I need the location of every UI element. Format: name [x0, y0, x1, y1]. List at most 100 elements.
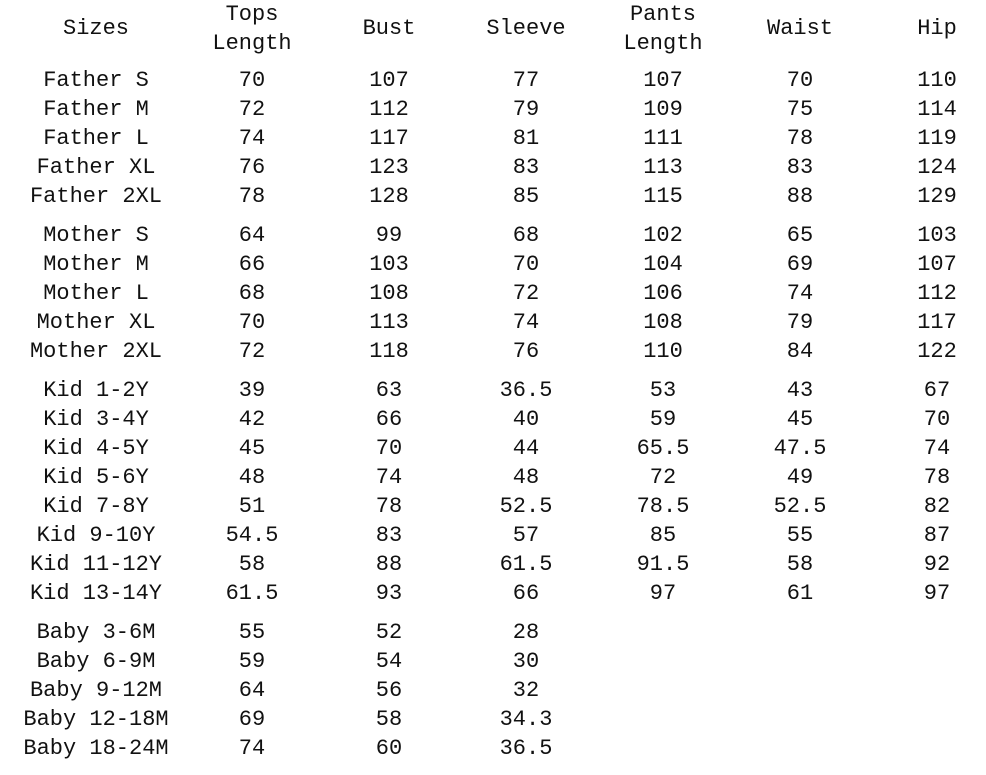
- cell-waist: 47.5: [773, 436, 827, 461]
- cell-waist: 61: [786, 581, 814, 606]
- cell-size: Kid 5-6Y: [43, 465, 149, 490]
- cell-tops-length: 64: [238, 223, 266, 248]
- header-line: Hip: [917, 16, 957, 41]
- cell-sleeve: 68: [512, 223, 540, 248]
- cell-waist: 83: [786, 155, 814, 180]
- cell-size: Kid 13-14Y: [29, 581, 163, 606]
- cell-waist: 78: [786, 126, 814, 151]
- cell-tops-length: 74: [238, 126, 266, 151]
- cell-hip: 110: [917, 68, 957, 93]
- cell-sleeve: 40: [512, 407, 540, 432]
- cell-tops-length: 64: [238, 678, 266, 703]
- cell-sleeve: 52.5: [499, 494, 553, 519]
- cell-hip: 74: [923, 436, 951, 461]
- cell-pants-length: 109: [643, 97, 683, 122]
- header-line: Length: [212, 31, 292, 56]
- cell-waist: 65: [786, 223, 814, 248]
- cell-waist: 70: [786, 68, 814, 93]
- cell-tops-length: 58: [238, 552, 266, 577]
- cell-pants-length: 78.5: [636, 494, 690, 519]
- cell-tops-length: 42: [238, 407, 266, 432]
- cell-pants-length: 102: [643, 223, 683, 248]
- cell-tops-length: 70: [238, 310, 266, 335]
- cell-hip: 97: [923, 581, 951, 606]
- cell-bust: 93: [375, 581, 403, 606]
- cell-size: Kid 9-10Y: [36, 523, 156, 548]
- cell-pants-length: 115: [643, 184, 683, 209]
- cell-pants-length: 113: [643, 155, 683, 180]
- cell-sleeve: 76: [512, 339, 540, 364]
- cell-size: Baby 3-6M: [36, 620, 156, 645]
- cell-pants-length: 110: [643, 339, 683, 364]
- cell-size: Father S: [43, 68, 149, 93]
- cell-sleeve: 48: [512, 465, 540, 490]
- cell-tops-length: 76: [238, 155, 266, 180]
- cell-pants-length: 85: [649, 523, 677, 548]
- cell-bust: 103: [369, 252, 409, 277]
- cell-bust: 58: [375, 707, 403, 732]
- cell-sleeve: 83: [512, 155, 540, 180]
- cell-size: Mother S: [43, 223, 149, 248]
- cell-sleeve: 34.3: [499, 707, 553, 732]
- cell-tops-length: 70: [238, 68, 266, 93]
- header-pants-length: Pants Length: [623, 0, 702, 58]
- cell-bust: 118: [369, 339, 409, 364]
- cell-size: Kid 4-5Y: [43, 436, 149, 461]
- cell-size: Father M: [43, 97, 149, 122]
- cell-bust: 128: [369, 184, 409, 209]
- cell-bust: 112: [369, 97, 409, 122]
- cell-bust: 56: [375, 678, 403, 703]
- cell-pants-length: 104: [643, 252, 683, 277]
- cell-hip: 67: [923, 378, 951, 403]
- cell-tops-length: 68: [238, 281, 266, 306]
- header-line: Tops: [225, 2, 279, 27]
- cell-pants-length: 91.5: [636, 552, 690, 577]
- cell-pants-length: 107: [643, 68, 683, 93]
- cell-hip: 92: [923, 552, 951, 577]
- cell-tops-length: 45: [238, 436, 266, 461]
- cell-tops-length: 72: [238, 339, 266, 364]
- cell-waist: 58: [786, 552, 814, 577]
- cell-bust: 63: [375, 378, 403, 403]
- cell-hip: 117: [917, 310, 957, 335]
- header-line: Sizes: [62, 16, 130, 41]
- cell-size: Kid 3-4Y: [43, 407, 149, 432]
- cell-size: Father 2XL: [29, 184, 163, 209]
- cell-pants-length: 65.5: [636, 436, 690, 461]
- cell-bust: 117: [369, 126, 409, 151]
- cell-hip: 122: [917, 339, 957, 364]
- cell-hip: 103: [917, 223, 957, 248]
- cell-hip: 112: [917, 281, 957, 306]
- cell-size: Baby 9-12M: [29, 678, 163, 703]
- cell-size: Father L: [43, 126, 149, 151]
- cell-tops-length: 39: [238, 378, 266, 403]
- cell-tops-length: 72: [238, 97, 266, 122]
- cell-sleeve: 72: [512, 281, 540, 306]
- cell-hip: 107: [917, 252, 957, 277]
- cell-sleeve: 44: [512, 436, 540, 461]
- cell-bust: 52: [375, 620, 403, 645]
- cell-bust: 113: [369, 310, 409, 335]
- cell-bust: 88: [375, 552, 403, 577]
- cell-sleeve: 28: [512, 620, 540, 645]
- cell-waist: 88: [786, 184, 814, 209]
- cell-sleeve: 81: [512, 126, 540, 151]
- cell-sleeve: 74: [512, 310, 540, 335]
- cell-sleeve: 70: [512, 252, 540, 277]
- cell-bust: 107: [369, 68, 409, 93]
- cell-pants-length: 111: [643, 126, 683, 151]
- cell-bust: 78: [375, 494, 403, 519]
- cell-tops-length: 54.5: [225, 523, 279, 548]
- cell-waist: 84: [786, 339, 814, 364]
- header-hip: Hip: [917, 14, 957, 43]
- cell-tops-length: 66: [238, 252, 266, 277]
- cell-sleeve: 30: [512, 649, 540, 674]
- cell-tops-length: 48: [238, 465, 266, 490]
- cell-hip: 87: [923, 523, 951, 548]
- cell-sleeve: 77: [512, 68, 540, 93]
- cell-waist: 69: [786, 252, 814, 277]
- cell-tops-length: 61.5: [225, 581, 279, 606]
- header-line: Sleeve: [486, 16, 566, 41]
- cell-waist: 55: [786, 523, 814, 548]
- cell-tops-length: 74: [238, 736, 266, 761]
